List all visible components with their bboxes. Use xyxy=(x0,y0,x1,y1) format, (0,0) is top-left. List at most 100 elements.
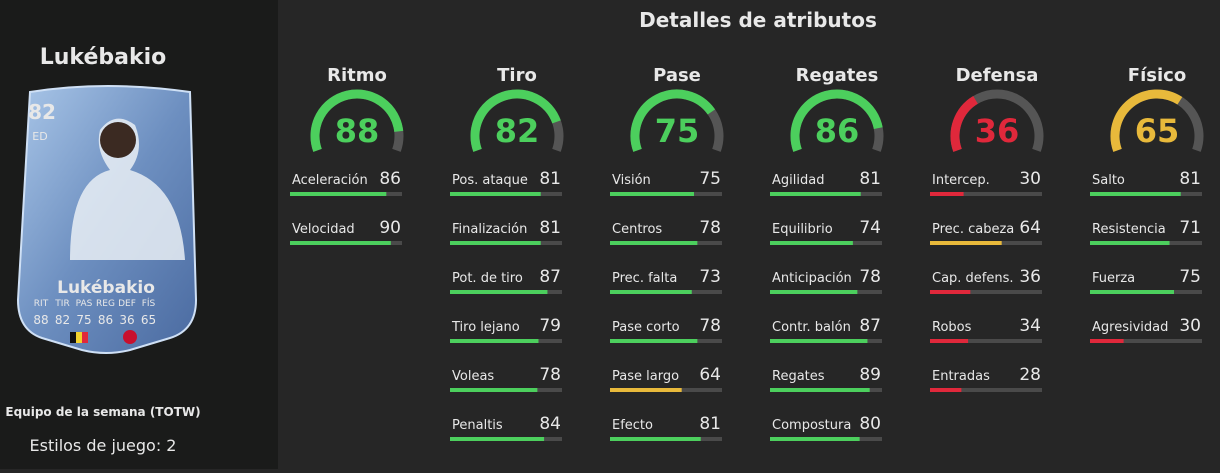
stat-bar xyxy=(450,290,548,294)
card-stat-label: RIT xyxy=(34,299,49,309)
gauge-value: 36 xyxy=(975,112,1020,150)
group-name: Ritmo xyxy=(327,65,387,86)
gauge-fill xyxy=(950,96,978,152)
stat-label: Pase corto xyxy=(612,320,680,335)
stat-label: Pase largo xyxy=(612,369,679,384)
stat-value: 64 xyxy=(699,365,721,385)
stat-value: 81 xyxy=(539,169,561,189)
stat-bar xyxy=(450,192,541,196)
card-stat-value: 75 xyxy=(76,313,91,327)
stat-value: 64 xyxy=(1019,218,1041,238)
stat-label: Intercep. xyxy=(932,173,990,188)
stat-value: 80 xyxy=(859,414,881,434)
stat-label: Prec. falta xyxy=(612,271,677,286)
gauge-value: 65 xyxy=(1135,112,1180,150)
card-stat-value: 86 xyxy=(98,313,113,327)
stat-bar xyxy=(450,388,538,392)
stat-label: Aceleración xyxy=(292,173,368,188)
stat-label: Contr. balón xyxy=(772,320,851,335)
playstyles: Estilos de juego: 2 xyxy=(30,436,177,455)
stat-value: 73 xyxy=(699,267,721,287)
flag xyxy=(70,332,76,343)
stat-value: 81 xyxy=(1179,169,1201,189)
stat-bar xyxy=(610,437,701,441)
stat-bar xyxy=(1090,241,1170,245)
stat-bar xyxy=(770,192,861,196)
gauge-fill xyxy=(790,89,883,152)
stat-value: 74 xyxy=(859,218,881,238)
stat-bar-track xyxy=(930,290,1042,294)
stat-value: 81 xyxy=(539,218,561,238)
group-name: Pase xyxy=(653,65,701,86)
player-image xyxy=(70,118,185,260)
stat-bar xyxy=(770,290,858,294)
stat-bar xyxy=(770,388,870,392)
stat-bar-track xyxy=(930,388,1042,392)
stat-label: Tiro lejano xyxy=(451,320,520,335)
gauge-value: 86 xyxy=(815,112,860,150)
stat-bar xyxy=(450,241,541,245)
stat-bar xyxy=(770,339,868,343)
stat-bar-track xyxy=(930,192,1042,196)
group-name: Regates xyxy=(796,65,879,86)
stat-value: 78 xyxy=(699,316,721,336)
stat-label: Agilidad xyxy=(772,173,824,188)
stat-value: 30 xyxy=(1179,316,1201,336)
flag xyxy=(76,332,82,343)
gauge-fill xyxy=(630,89,716,152)
stat-value: 90 xyxy=(379,218,401,238)
stat-bar xyxy=(610,241,698,245)
stat-bar xyxy=(1090,339,1124,343)
stat-value: 84 xyxy=(539,414,561,434)
stat-bar xyxy=(1090,192,1181,196)
stat-label: Finalización xyxy=(452,222,527,237)
stat-label: Resistencia xyxy=(1092,222,1166,237)
stat-label: Fuerza xyxy=(1092,271,1135,286)
stat-label: Efecto xyxy=(612,418,653,433)
card-type: Equipo de la semana (TOTW) xyxy=(5,405,200,419)
stat-value: 78 xyxy=(859,267,881,287)
gauge-value: 75 xyxy=(655,112,700,150)
section-title: Detalles de atributos xyxy=(639,8,877,32)
stat-label: Anticipación xyxy=(772,271,852,286)
stat-value: 78 xyxy=(699,218,721,238)
stat-bar xyxy=(290,192,387,196)
stat-label: Robos xyxy=(932,320,972,335)
stat-bar xyxy=(770,437,860,441)
stat-bar xyxy=(290,241,391,245)
stat-value: 78 xyxy=(539,365,561,385)
group-name: Físico xyxy=(1128,65,1186,86)
stat-value: 75 xyxy=(1179,267,1201,287)
card-stat-label: FÍS xyxy=(142,297,156,309)
stat-value: 75 xyxy=(699,169,721,189)
stat-label: Regates xyxy=(772,369,825,384)
stat-bar xyxy=(1090,290,1174,294)
stat-bar-track xyxy=(930,339,1042,343)
stat-label: Equilibrio xyxy=(772,222,833,237)
stat-value: 36 xyxy=(1019,267,1041,287)
stat-label: Penaltis xyxy=(452,418,503,433)
player-name: Lukébakio xyxy=(40,45,167,70)
stat-value: 81 xyxy=(859,169,881,189)
card-stat-label: DEF xyxy=(118,299,136,309)
stat-value: 71 xyxy=(1179,218,1201,238)
club-badge xyxy=(123,330,137,344)
stat-bar xyxy=(930,339,969,343)
stat-bar xyxy=(930,290,971,294)
stat-label: Voleas xyxy=(452,369,494,384)
gauge-fill xyxy=(470,89,561,152)
stat-label: Compostura xyxy=(772,418,851,433)
gauge-fill xyxy=(1110,89,1183,152)
card-stat-label: REG xyxy=(96,299,115,309)
stat-value: 79 xyxy=(539,316,561,336)
gauge-fill xyxy=(310,89,404,152)
stat-value: 30 xyxy=(1019,169,1041,189)
stat-bar xyxy=(610,339,698,343)
card-rating: 82 xyxy=(28,100,56,124)
stat-label: Cap. defens. xyxy=(932,271,1014,286)
stat-value: 89 xyxy=(859,365,881,385)
stat-label: Entradas xyxy=(932,369,990,384)
card-stat-label: TIR xyxy=(54,299,69,309)
